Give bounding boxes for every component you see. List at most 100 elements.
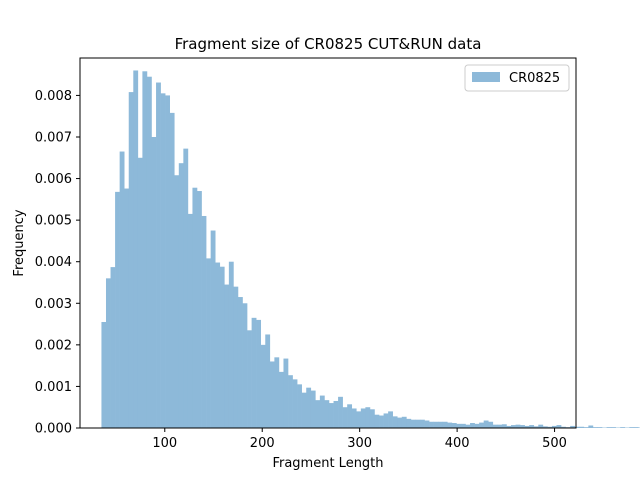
y-axis-ticks: 0.000 0.001 0.002 0.003 0.004 0.005 0.006 0.007… [35, 89, 80, 437]
histogram-bar [315, 400, 321, 428]
x-tick-label: 100 [152, 436, 177, 451]
histogram-bar [583, 427, 589, 428]
histogram-bar [228, 261, 234, 428]
histogram-bar [260, 344, 266, 428]
histogram-bar [556, 425, 562, 428]
histogram-bar [156, 82, 161, 428]
histogram-bar [533, 426, 539, 428]
histogram-bar [419, 419, 425, 428]
histogram-bar [324, 400, 330, 428]
chart-title: Fragment size of CR0825 CUT&RUN data [175, 35, 482, 53]
histogram-bar [183, 148, 189, 428]
histogram-bar [574, 426, 580, 428]
y-tick-label: 0.008 [35, 89, 72, 104]
histogram-bar [470, 423, 475, 428]
histogram-bar [110, 267, 116, 428]
x-axis-label: Fragment Length [272, 456, 383, 471]
histogram-bar [119, 151, 125, 429]
histogram-bar [233, 286, 239, 428]
histogram-bar [497, 424, 503, 428]
histogram-bar [429, 421, 434, 428]
histogram-bar [210, 230, 216, 428]
histogram-bar [401, 416, 407, 428]
y-tick-label: 0.000 [35, 422, 72, 437]
y-tick-label: 0.001 [35, 380, 72, 395]
histogram-bar [269, 361, 275, 428]
histogram-bar [178, 163, 184, 428]
histogram-bar [278, 371, 284, 428]
histogram-bar [551, 425, 557, 428]
histogram-bar [629, 427, 635, 428]
histogram-bar [101, 321, 107, 428]
histogram-bar [433, 421, 439, 428]
histogram-bar [351, 408, 357, 428]
histogram-bar [597, 427, 603, 428]
histogram-bar [146, 76, 152, 429]
histogram-bar [501, 424, 507, 428]
histogram-bar [547, 426, 553, 428]
histogram-bar [174, 175, 180, 428]
histogram-bar [319, 395, 325, 428]
histogram-bar [306, 387, 312, 428]
histogram-bar [474, 423, 480, 428]
y-tick-label: 0.006 [35, 172, 72, 187]
histogram-bar [456, 423, 462, 428]
histogram-bar [415, 419, 421, 428]
histogram-bar [410, 419, 416, 428]
histogram-bar [206, 258, 211, 428]
histogram-bar [388, 411, 393, 428]
x-axis-ticks: 100 200 300 400 500 [152, 428, 567, 451]
histogram-bar [265, 334, 271, 428]
histogram-bar [124, 188, 130, 428]
histogram-bar [105, 278, 111, 428]
histogram-bars [101, 70, 640, 429]
histogram-bar [438, 421, 444, 428]
histogram-bar [392, 416, 398, 428]
histogram-bar [465, 424, 471, 428]
legend-label: CR0825 [509, 71, 560, 86]
y-axis-label: Frequency [12, 209, 27, 276]
histogram-bar [447, 422, 453, 428]
histogram-bar [369, 409, 375, 428]
histogram-bar [251, 317, 257, 428]
histogram-bar [488, 421, 494, 428]
y-tick-label: 0.002 [35, 338, 72, 353]
histogram-bar [333, 400, 339, 428]
histogram-bar [406, 418, 412, 428]
histogram-bar [224, 284, 230, 428]
histogram-bar [151, 136, 157, 429]
histogram-bar [283, 358, 289, 428]
histogram-bar [137, 157, 143, 428]
histogram-bar [356, 411, 362, 428]
legend: CR0825 [464, 64, 570, 92]
histogram-bar [219, 266, 225, 428]
histogram-bar [328, 403, 334, 428]
histogram-bar [524, 425, 530, 428]
histogram-bar [579, 426, 585, 428]
histogram-bar [360, 408, 366, 428]
histogram-bar [297, 384, 302, 428]
x-tick-label: 300 [347, 436, 372, 451]
histogram-bar [215, 262, 221, 428]
y-tick-label: 0.005 [35, 214, 72, 229]
histogram-bar [301, 392, 307, 428]
histogram-bar [128, 92, 134, 428]
histogram-bar [442, 421, 448, 428]
histogram-bar [592, 427, 598, 428]
histogram-bar [169, 112, 175, 428]
histogram-bar [451, 423, 457, 428]
histogram-bar [237, 297, 243, 428]
histogram-bar [347, 404, 353, 428]
histogram-bar [160, 93, 166, 428]
histogram-bar [620, 427, 626, 428]
histogram-bar [515, 424, 521, 428]
x-tick-label: 400 [445, 436, 470, 451]
histogram-bar [338, 396, 343, 428]
histogram-bar [561, 426, 566, 428]
histogram-bar [133, 70, 139, 428]
histogram-bar [342, 407, 348, 428]
histogram-bar [310, 390, 316, 428]
histogram-bar [292, 379, 298, 428]
histogram-bar [256, 319, 262, 428]
histogram-bar [570, 425, 576, 428]
